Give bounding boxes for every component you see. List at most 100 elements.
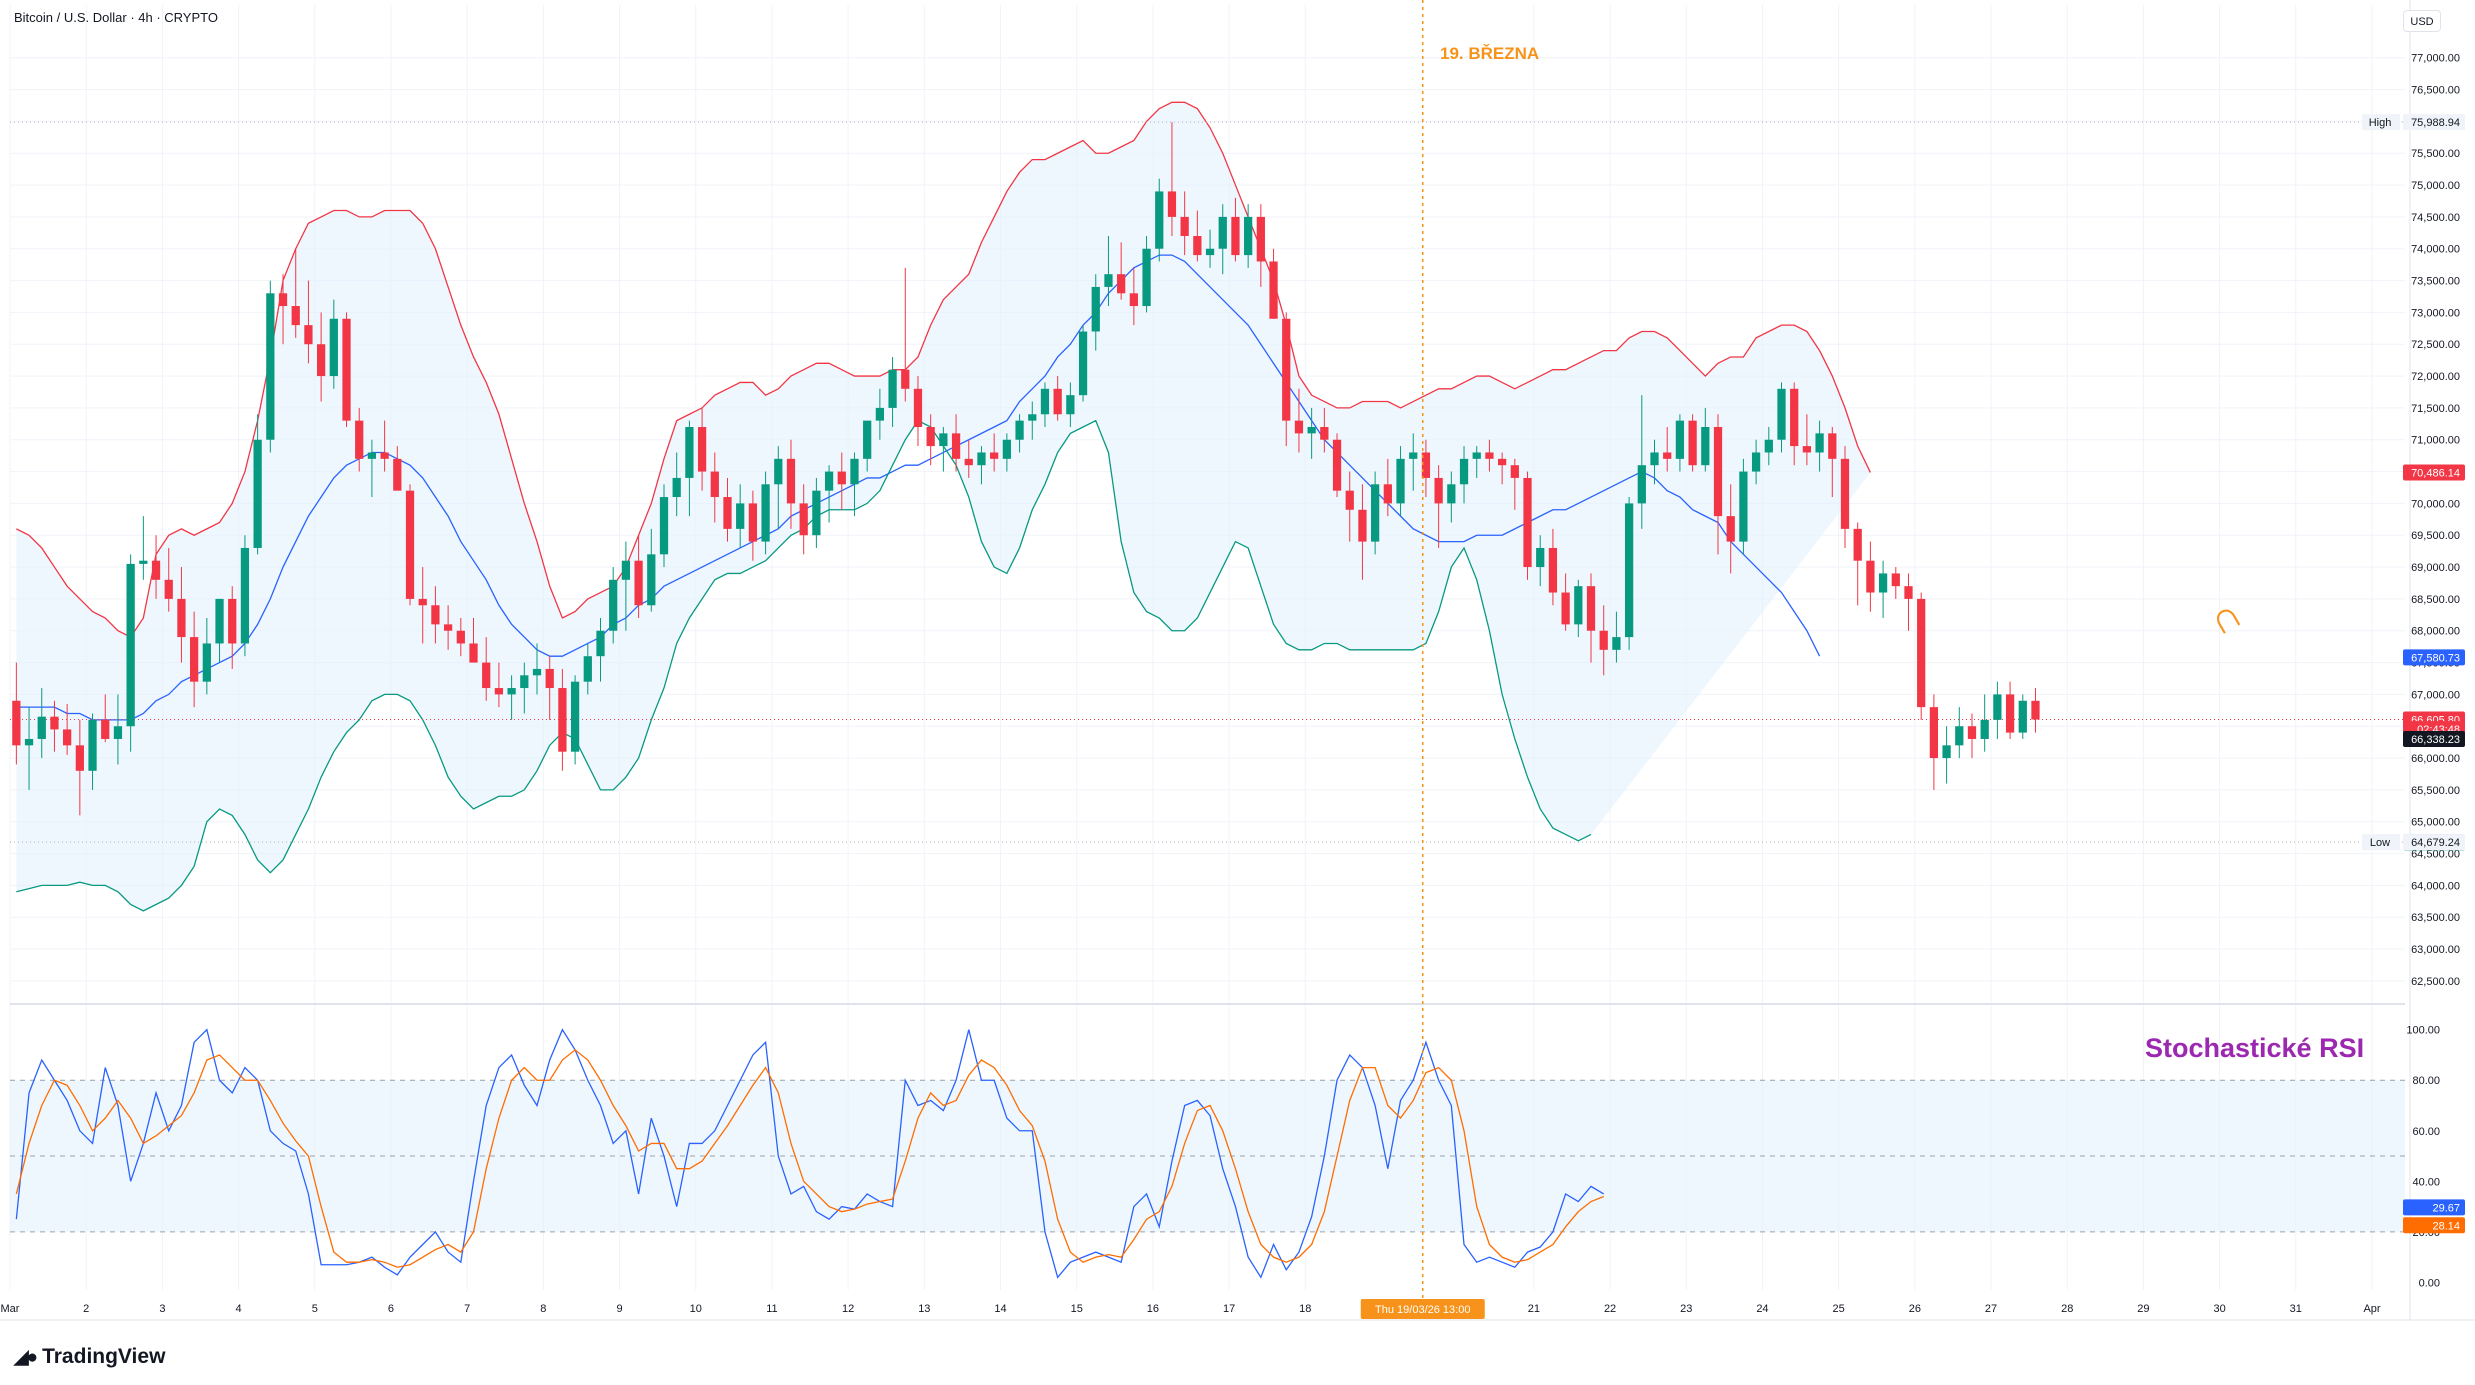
candle-body — [609, 579, 618, 631]
candle-body — [2005, 694, 2015, 733]
candle-body — [1497, 458, 1507, 466]
candle-body — [1675, 420, 1685, 459]
candle-body — [926, 427, 935, 447]
candle-body — [913, 388, 923, 427]
candle-body — [1459, 458, 1469, 485]
price-tick-label: 74,500.00 — [2411, 212, 2460, 224]
candle-body — [812, 490, 821, 536]
time-tick-label: 24 — [1756, 1303, 1768, 1315]
candle-body — [1205, 248, 1215, 256]
candle-body — [1955, 726, 1964, 746]
candle-body — [1180, 216, 1189, 236]
candle-body — [558, 688, 567, 752]
candle-body — [1586, 586, 1596, 631]
stoch-k-label: 29.67 — [2432, 1202, 2460, 1214]
time-tick-label: 11 — [766, 1303, 777, 1315]
time-tick-label: 28 — [2061, 1303, 2073, 1315]
time-tick-label: 27 — [1985, 1303, 1997, 1315]
high-marker-value-bg — [2403, 114, 2465, 131]
candle-body — [1091, 286, 1100, 332]
candle-body — [875, 407, 885, 421]
candle-body — [621, 560, 631, 580]
price-tick-label: 71,000.00 — [2411, 435, 2460, 447]
candle-body — [1371, 484, 1380, 542]
stoch-band-fill — [10, 1080, 2405, 1232]
candle-body — [202, 643, 211, 682]
candle-body — [774, 458, 783, 485]
tradingview-logo[interactable]: ◢● TradingView — [14, 1345, 165, 1369]
candle-body — [367, 452, 377, 459]
candle-body — [850, 458, 859, 485]
candle-body — [736, 503, 745, 529]
candle-body — [1396, 458, 1405, 504]
candle-body — [2018, 700, 2027, 733]
price-tick-label: 68,000.00 — [2411, 626, 2460, 638]
price-label: 70,486.14 — [2411, 467, 2460, 479]
candle-body — [507, 688, 516, 695]
candle-body — [101, 719, 110, 739]
candle-body — [1942, 745, 1951, 759]
price-tick-label: 67,000.00 — [2411, 689, 2460, 701]
candle-body — [443, 624, 453, 631]
candle-body — [228, 598, 237, 644]
currency-button[interactable]: USD — [2403, 10, 2441, 32]
crosshair-time-label: Thu 19/03/26 13:00 — [1375, 1304, 1470, 1316]
time-tick-label: 14 — [994, 1303, 1006, 1315]
candle-body — [1040, 388, 1050, 415]
stoch-line-d — [15, 1049, 1604, 1268]
candle-body — [1929, 707, 1939, 759]
price-tick-label: 64,500.00 — [2411, 849, 2460, 861]
candle-body — [1878, 573, 1888, 593]
price-tick-label: 75,500.00 — [2411, 148, 2460, 160]
time-tick-label: Apr — [2363, 1303, 2380, 1315]
time-tick-label: 5 — [312, 1303, 318, 1315]
candle-body — [1155, 191, 1164, 249]
candle-body — [1447, 484, 1456, 504]
time-tick-label: 8 — [540, 1303, 546, 1315]
stoch-k-label-bg — [2403, 1199, 2465, 1216]
time-tick-label: 26 — [1909, 1303, 1921, 1315]
price-axis: 62,500.00 63,000.00 63,500.00 64,000.00 64,5… — [2362, 53, 2465, 1289]
candle-body — [177, 598, 186, 638]
candle-body — [1713, 427, 1723, 517]
candlesticks — [12, 122, 2040, 816]
candle-body — [304, 325, 313, 345]
price-label-bg — [2403, 464, 2465, 481]
candle-body — [240, 547, 250, 644]
price-label: 66,338.23 — [2411, 734, 2460, 746]
candle-body — [1523, 477, 1532, 568]
price-tick-label: 66,000.00 — [2411, 753, 2460, 765]
candle-body — [901, 369, 910, 389]
candle-body — [672, 477, 681, 498]
stoch-tick-label: 60.00 — [2412, 1126, 2440, 1138]
candle-body — [37, 716, 46, 739]
low-marker-label: Low — [2370, 837, 2390, 849]
candle-body — [1104, 274, 1113, 287]
tradingview-logo-mark-icon: ◢● — [14, 1346, 38, 1368]
time-tick-label: 29 — [2137, 1303, 2149, 1315]
candle-body — [863, 420, 872, 459]
low-marker-value-bg — [2403, 834, 2465, 851]
candle-body — [469, 643, 478, 663]
time-tick-label: 2 — [83, 1303, 89, 1315]
candle-body — [748, 503, 758, 542]
candle-body — [1066, 395, 1075, 415]
candle-body — [634, 560, 643, 606]
candle-body — [710, 471, 719, 498]
candle-body — [1751, 452, 1761, 472]
low-marker-label-bg — [2362, 834, 2400, 851]
symbol-title[interactable]: Bitcoin / U.S. Dollar · 4h · CRYPTO — [14, 10, 218, 25]
candle-body — [1663, 452, 1672, 459]
stoch-tick-label: 100.00 — [2406, 1025, 2440, 1037]
stoch-d-label-bg — [2403, 1217, 2465, 1234]
high-marker-label-bg — [2362, 114, 2400, 131]
price-tick-label: 63,000.00 — [2411, 944, 2460, 956]
candle-body — [1980, 719, 1989, 739]
low-marker-value: 64,679.24 — [2411, 837, 2460, 849]
candle-body — [12, 700, 21, 746]
candle-body — [1624, 503, 1634, 638]
candle-body — [1764, 439, 1773, 453]
candle-body — [151, 560, 161, 580]
time-tick-label: 13 — [918, 1303, 930, 1315]
